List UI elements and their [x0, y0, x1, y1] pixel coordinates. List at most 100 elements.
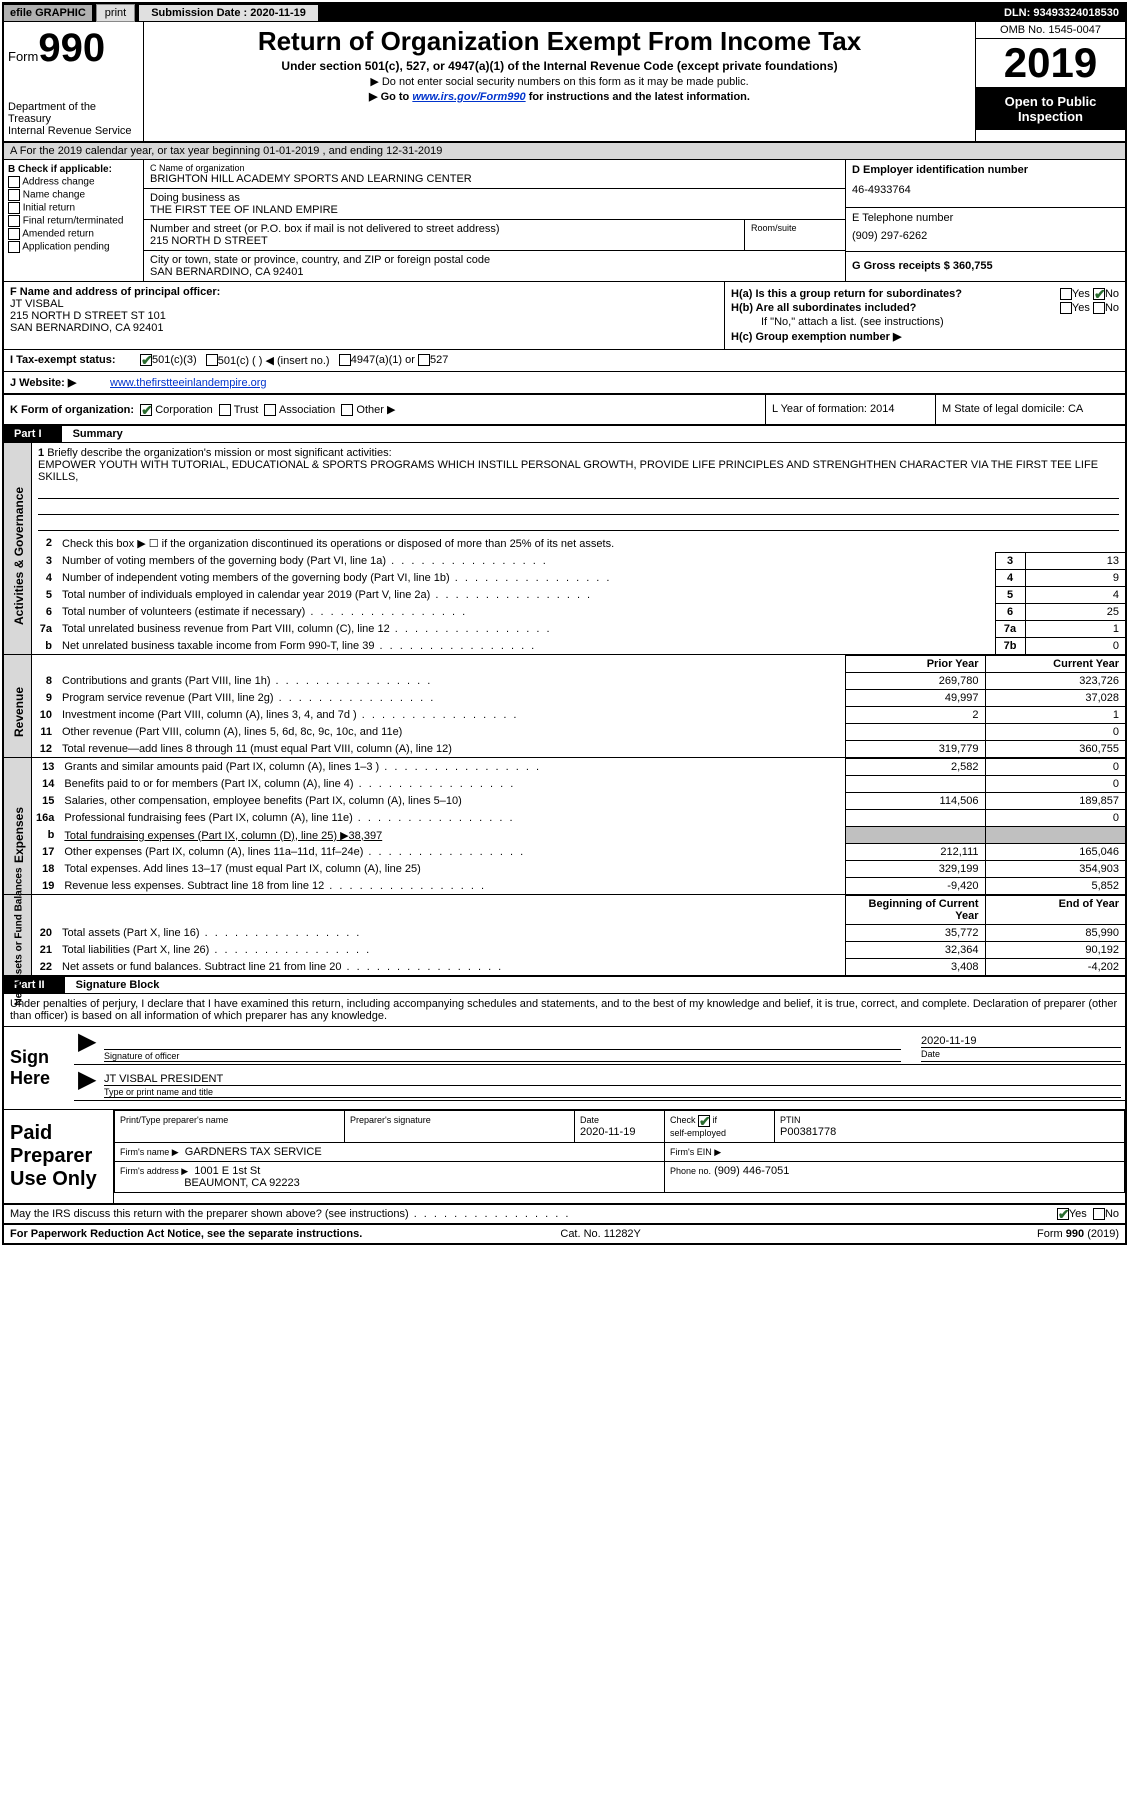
tel-value: (909) 297-6262: [852, 230, 1119, 242]
row-k-l-m: K Form of organization: Corporation Trus…: [4, 395, 1125, 426]
officer-addr1: 215 NORTH D STREET ST 101: [10, 310, 718, 322]
tab-net-assets: Net Assets or Fund Balances: [4, 895, 32, 975]
governance-table: 2Check this box ▶ ☐ if the organization …: [32, 535, 1125, 654]
tel-label: E Telephone number: [852, 212, 1119, 224]
arrow-icon: ▶: [78, 1035, 104, 1062]
box-d-e-g: D Employer identification number 46-4933…: [845, 160, 1125, 281]
mission-text: EMPOWER YOUTH WITH TUTORIAL, EDUCATIONAL…: [38, 459, 1098, 483]
note-goto: ▶ Go to www.irs.gov/Form990 for instruct…: [150, 90, 969, 103]
chk-hb-no[interactable]: [1093, 302, 1105, 314]
penalties-statement: Under penalties of perjury, I declare th…: [4, 994, 1125, 1027]
section-expenses: Expenses 13Grants and similar amounts pa…: [4, 758, 1125, 895]
box-h-group: H(a) Is this a group return for subordin…: [725, 282, 1125, 349]
officer-name-title: JT VISBAL PRESIDENT: [104, 1073, 1121, 1085]
footer-cat: Cat. No. 11282Y: [560, 1228, 641, 1240]
city-value: SAN BERNARDINO, CA 92401: [150, 266, 839, 278]
gross-receipts: G Gross receipts $ 360,755: [846, 252, 1125, 280]
chk-initial-return[interactable]: [8, 202, 20, 214]
chk-ha-yes[interactable]: [1060, 288, 1072, 300]
chk-assoc[interactable]: [264, 404, 276, 416]
tab-revenue: Revenue: [4, 655, 32, 757]
chk-amended[interactable]: [8, 228, 20, 240]
form-prefix: Form: [8, 49, 38, 64]
street-value: 215 NORTH D STREET: [150, 235, 738, 247]
chk-corp[interactable]: [140, 404, 152, 416]
section-governance: Activities & Governance 1 Briefly descri…: [4, 443, 1125, 655]
section-b-through-g: B Check if applicable: Address change Na…: [4, 160, 1125, 282]
department-label: Department of the Treasury Internal Reve…: [8, 101, 139, 137]
city-label: City or town, state or province, country…: [150, 254, 839, 266]
net-assets-table: Beginning of Current YearEnd of Year 20T…: [32, 895, 1125, 975]
box-c-org-info: C Name of organization BRIGHTON HILL ACA…: [144, 160, 845, 281]
sign-here-block: Sign Here ▶ Signature of officer 2020-11…: [4, 1027, 1125, 1110]
dba-block: Doing business as THE FIRST TEE OF INLAN…: [144, 189, 845, 220]
arrow-icon: ▶: [78, 1073, 104, 1098]
chk-ha-no[interactable]: [1093, 288, 1105, 300]
line-1-mission: 1 Briefly describe the organization's mi…: [32, 443, 1125, 535]
header-right: OMB No. 1545-0047 2019 Open to Public In…: [975, 22, 1125, 141]
open-inspection: Open to Public Inspection: [976, 88, 1125, 130]
city-block: City or town, state or province, country…: [144, 250, 845, 281]
website-link[interactable]: www.thefirstteeinlandempire.org: [110, 377, 267, 389]
chk-address-change[interactable]: [8, 176, 20, 188]
dba-value: THE FIRST TEE OF INLAND EMPIRE: [150, 204, 839, 216]
line-a-tax-year: A For the 2019 calendar year, or tax yea…: [4, 143, 1125, 160]
officer-name: JT VISBAL: [10, 298, 718, 310]
paid-preparer-label: Paid Preparer Use Only: [4, 1110, 114, 1203]
name-title-label: Type or print name and title: [104, 1085, 1121, 1097]
hb-note: If "No," attach a list. (see instruction…: [731, 316, 1119, 328]
part-2-header: Part II Signature Block: [4, 977, 1125, 994]
page-footer: For Paperwork Reduction Act Notice, see …: [4, 1225, 1125, 1243]
box-b-checkboxes: B Check if applicable: Address change Na…: [4, 160, 144, 281]
row-i-tax-status: I Tax-exempt status: 501(c)(3) 501(c) ( …: [4, 350, 1125, 372]
ein-block: D Employer identification number 46-4933…: [846, 160, 1125, 208]
dln-label: DLN: 93493324018530: [998, 5, 1125, 21]
chk-4947[interactable]: [339, 354, 351, 366]
preparer-table: Print/Type preparer's name Preparer's si…: [114, 1110, 1125, 1193]
header-middle: Return of Organization Exempt From Incom…: [144, 22, 975, 141]
chk-self-employed[interactable]: [698, 1115, 710, 1127]
chk-trust[interactable]: [219, 404, 231, 416]
row-j-website: J Website: ▶ www.thefirstteeinlandempire…: [4, 372, 1125, 395]
box-f-officer: F Name and address of principal officer:…: [4, 282, 725, 349]
form-number: 990: [38, 26, 105, 70]
irs-link[interactable]: www.irs.gov/Form990: [412, 91, 525, 103]
chk-discuss-no[interactable]: [1093, 1208, 1105, 1220]
ein-value: 46-4933764: [852, 184, 1119, 196]
chk-app-pending[interactable]: [8, 241, 20, 253]
chk-hb-yes[interactable]: [1060, 302, 1072, 314]
form-990-page: efile GRAPHIC print Submission Date : 20…: [2, 2, 1127, 1245]
sign-here-label: Sign Here: [4, 1027, 74, 1109]
officer-label: F Name and address of principal officer:: [10, 286, 718, 298]
header-left: Form990 Department of the Treasury Inter…: [4, 22, 144, 141]
tax-year: 2019: [976, 39, 1125, 88]
tab-governance: Activities & Governance: [4, 443, 32, 654]
chk-other[interactable]: [341, 404, 353, 416]
paid-preparer-block: Paid Preparer Use Only Print/Type prepar…: [4, 1110, 1125, 1205]
org-name: BRIGHTON HILL ACADEMY SPORTS AND LEARNIN…: [150, 173, 839, 185]
hc-group-exemption: H(c) Group exemption number ▶: [731, 330, 1119, 343]
note-ssn: ▶ Do not enter social security numbers o…: [150, 75, 969, 88]
section-net-assets: Net Assets or Fund Balances Beginning of…: [4, 895, 1125, 977]
revenue-table: Prior YearCurrent Year 8Contributions an…: [32, 655, 1125, 757]
org-name-label: C Name of organization: [150, 163, 839, 173]
section-revenue: Revenue Prior YearCurrent Year 8Contribu…: [4, 655, 1125, 758]
sig-date-label: Date: [921, 1047, 1121, 1059]
telephone-block: E Telephone number (909) 297-6262: [846, 208, 1125, 252]
chk-name-change[interactable]: [8, 189, 20, 201]
omb-number: OMB No. 1545-0047: [976, 22, 1125, 39]
print-button[interactable]: print: [96, 4, 135, 22]
chk-discuss-yes[interactable]: [1057, 1208, 1069, 1220]
chk-501c[interactable]: [206, 354, 218, 366]
footer-right: Form 990 (2019): [1037, 1228, 1119, 1240]
sig-officer-label: Signature of officer: [104, 1049, 901, 1061]
chk-527[interactable]: [418, 354, 430, 366]
chk-final-return[interactable]: [8, 215, 20, 227]
row-f-h: F Name and address of principal officer:…: [4, 282, 1125, 350]
discuss-row: May the IRS discuss this return with the…: [4, 1205, 1125, 1225]
dba-label: Doing business as: [150, 192, 839, 204]
footer-left: For Paperwork Reduction Act Notice, see …: [10, 1228, 362, 1240]
chk-501c3[interactable]: [140, 354, 152, 366]
efile-label: efile GRAPHIC: [4, 5, 92, 21]
street-label: Number and street (or P.O. box if mail i…: [150, 223, 738, 235]
